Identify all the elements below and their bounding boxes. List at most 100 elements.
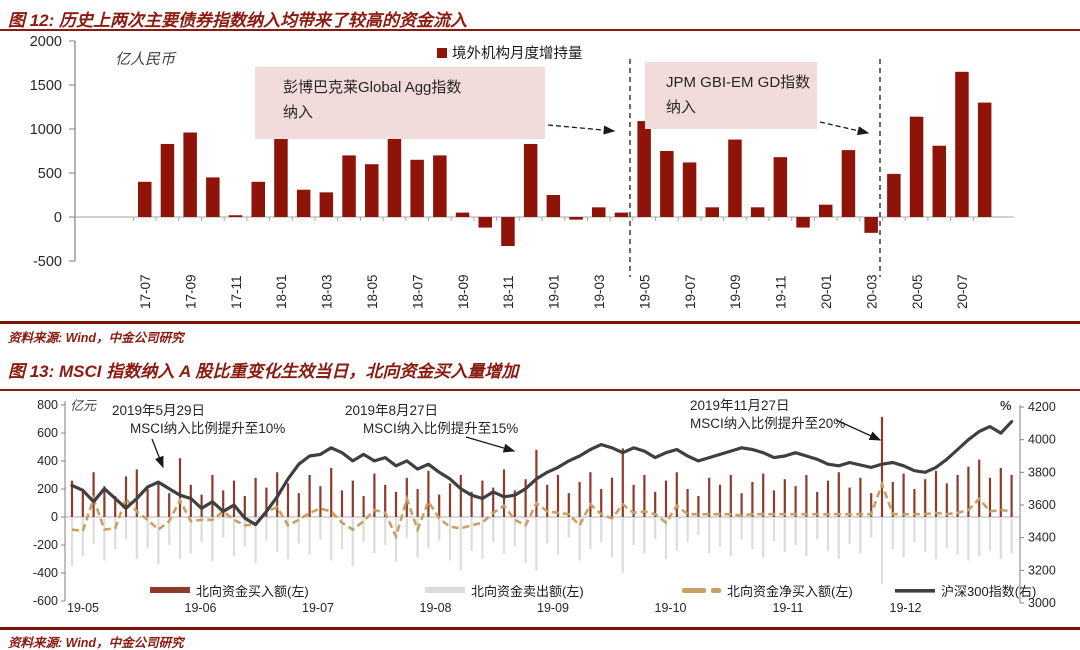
annotation-arrow-2	[465, 436, 516, 453]
buy-bar	[394, 491, 398, 517]
sell-bar	[330, 517, 333, 561]
buy-bar	[967, 466, 970, 517]
sell-bar	[967, 517, 970, 561]
figure13-title-rule	[0, 389, 1080, 391]
annotations: 2019年5月29日 MSCI纳入比例提升至10% 2019年8月27日 MSCI纳入…	[112, 398, 882, 469]
sell-bar	[924, 517, 927, 552]
sell-bar	[794, 517, 797, 545]
bar-18-02	[296, 189, 311, 217]
left-tick-label: -600	[33, 594, 58, 608]
sell-bar	[762, 517, 765, 558]
buy-bar	[178, 458, 182, 517]
axes: 800 600 400 200 0 -200 -400 -600 4200 4000 3800 360…	[33, 398, 1056, 610]
sell-bar	[610, 517, 614, 558]
buy-bar	[135, 469, 138, 517]
buy-bar	[92, 472, 95, 517]
buy-bar	[427, 470, 430, 517]
right-tick-label: 3400	[1028, 531, 1056, 545]
sell-bar	[265, 517, 268, 541]
x-tick-label: 18-07	[410, 274, 425, 309]
sell-bar	[254, 517, 257, 564]
bar-20-07	[955, 71, 969, 217]
monthly-inflow-bars	[132, 71, 992, 247]
sell-bar	[513, 517, 516, 547]
buy-bar	[438, 494, 441, 517]
bar-18-05	[365, 164, 379, 217]
bar-18-12	[523, 143, 538, 217]
sell-bar	[114, 517, 117, 550]
sell-bar	[621, 517, 624, 573]
unit-label-left: 亿元	[70, 398, 97, 413]
legend-swatch-inflow	[437, 48, 447, 58]
left-tick-label: 800	[37, 398, 58, 412]
sell-bar	[524, 517, 527, 564]
buy-bar	[351, 480, 354, 517]
left-tick-label: 200	[37, 482, 58, 496]
legend-label-sell: 北向资金卖出额(左)	[471, 584, 584, 599]
buy-bar	[330, 468, 333, 517]
bar-19-06	[660, 151, 674, 217]
sell-bar	[157, 517, 160, 565]
bar-18-06	[387, 129, 402, 217]
x-tick-label: 20-05	[910, 274, 925, 309]
annotation-box-1	[255, 67, 545, 139]
sell-bar	[546, 517, 549, 544]
sell-bar	[135, 517, 138, 559]
x-tick-label: 18-01	[274, 274, 289, 309]
buy-bar	[675, 472, 678, 517]
unit-label-right: %	[1000, 398, 1012, 413]
bar-17-11	[228, 215, 243, 217]
x-tick-label: 18-03	[320, 274, 335, 309]
x-tick-label: 20-07	[955, 274, 970, 309]
x-tick-label: 19-06	[185, 601, 217, 615]
x-tick-label: 19-11	[774, 275, 789, 309]
right-tick-label: 4000	[1028, 433, 1056, 447]
buy-bar	[956, 475, 959, 517]
annotation-3-line2: MSCI纳入比例提升至20%	[690, 416, 845, 431]
x-tick-label: 19-11	[772, 601, 803, 615]
bar-20-06	[932, 145, 946, 217]
bar-19-12	[796, 217, 810, 228]
annotation-arrow-1	[151, 438, 164, 469]
unit-label: 亿人民币	[115, 51, 177, 68]
sell-bars	[70, 517, 1013, 585]
buy-bar	[211, 475, 214, 517]
legend-label: 境外机构月度增持量	[452, 44, 583, 62]
annotation-arrow-1	[547, 124, 616, 135]
buy-bar	[124, 476, 128, 517]
buy-bar	[621, 448, 624, 517]
sell-bar	[859, 517, 862, 554]
x-tick-label: 19-09	[728, 274, 743, 309]
sell-bar	[340, 517, 344, 550]
buy-bar	[740, 493, 743, 517]
left-tick-label: 400	[37, 454, 58, 468]
figure13-bottom-rule	[0, 627, 1080, 630]
bar-19-01	[546, 195, 561, 217]
sell-bar	[934, 517, 938, 559]
sell-bar	[632, 517, 635, 545]
bar-18-01	[274, 129, 288, 217]
chart-13: 800 600 400 200 0 -200 -400 -600 4200 4000 3800 360…	[33, 398, 1056, 615]
sell-bar	[222, 517, 225, 538]
y-tick-label: 500	[38, 166, 62, 182]
buy-bar	[567, 493, 570, 517]
buy-bar	[146, 489, 149, 517]
sell-bar	[427, 517, 430, 548]
y-tick-label: 1000	[30, 122, 62, 138]
buy-bar	[492, 487, 495, 517]
sell-bar	[70, 517, 74, 566]
sell-bar	[783, 517, 786, 552]
annotation-2-line1: JPM GBI-EM GD指数	[666, 74, 810, 91]
buy-bar	[254, 477, 257, 517]
left-tick-label: -400	[33, 566, 58, 580]
buy-bar	[772, 490, 776, 517]
legend-swatch-index	[895, 589, 935, 593]
left-tick-label: 0	[51, 510, 58, 524]
bar-19-10	[750, 207, 765, 217]
sell-bar	[556, 517, 560, 555]
sell-bar	[200, 517, 203, 543]
sell-bar	[459, 517, 462, 571]
x-tick-label: 19-01	[547, 274, 562, 309]
sell-bar	[870, 517, 873, 538]
